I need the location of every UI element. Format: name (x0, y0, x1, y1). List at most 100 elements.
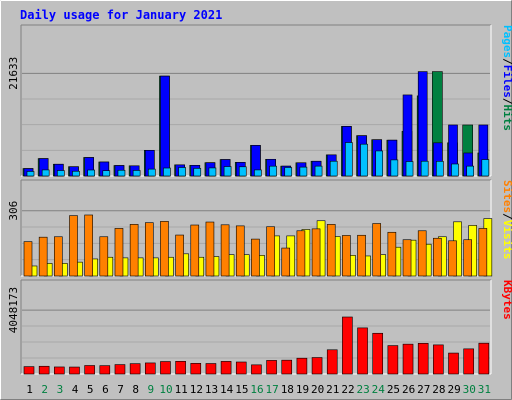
x-tick-label: 20 (311, 383, 324, 396)
x-tick-label: 24 (372, 383, 386, 396)
bar-sites-day-30 (463, 239, 472, 277)
bar-sites-day-18 (281, 247, 291, 277)
x-tick-label: 27 (417, 383, 430, 396)
bar-sites-day-19 (296, 230, 306, 277)
bar-pages-day-31 (481, 159, 490, 177)
bar-sites-day-1 (23, 241, 33, 277)
bar-kbytes-day-17 (266, 360, 277, 375)
bar-kbytes-day-12 (190, 363, 202, 375)
bar-sites-day-13 (205, 221, 215, 277)
bar-sites-day-27 (417, 230, 427, 277)
bar-pages-day-17 (269, 165, 277, 177)
legend-label: Pages (501, 25, 512, 58)
bar-pages-day-5 (87, 169, 95, 177)
x-tick-label: 1 (26, 383, 33, 396)
bar-kbytes-day-24 (372, 332, 384, 375)
bar-kbytes-day-23 (357, 327, 368, 375)
legend-label: / (501, 213, 512, 220)
x-tick-label: 31 (478, 383, 491, 396)
bar-pages-day-8 (132, 170, 141, 177)
bar-pages-day-20 (314, 165, 323, 177)
x-tick-label: 14 (220, 383, 234, 396)
panel-legend-labels: Pages/Files/Hits (501, 25, 512, 131)
x-tick-label: 26 (402, 383, 415, 396)
bar-kbytes-day-31 (478, 342, 490, 375)
x-tick-label: 2 (41, 383, 48, 396)
x-tick-label: 7 (117, 383, 124, 396)
bar-pages-day-13 (208, 167, 217, 177)
bar-sites-day-31 (478, 228, 488, 277)
legend-label: Sites (501, 180, 512, 213)
legend-label: / (501, 98, 512, 105)
bar-pages-day-11 (178, 167, 186, 177)
bar-sites-day-16 (251, 238, 260, 277)
bar-sites-day-25 (387, 231, 397, 277)
bar-sites-day-21 (326, 224, 336, 277)
x-tick-label: 5 (87, 383, 94, 396)
bar-sites-day-5 (84, 214, 93, 277)
bar-kbytes-day-11 (175, 361, 186, 375)
bar-kbytes-day-6 (99, 365, 111, 375)
x-tick-label: 17 (266, 383, 279, 396)
legend-label: Hits (501, 105, 512, 132)
x-tick-label: 23 (357, 383, 370, 396)
bar-sites-day-3 (54, 236, 63, 277)
x-tick-label: 10 (159, 383, 172, 396)
bar-kbytes-day-16 (251, 364, 262, 375)
bar-pages-day-16 (254, 169, 262, 177)
bar-sites-day-29 (448, 240, 457, 277)
bar-files-day-27 (417, 71, 428, 177)
bar-pages-day-1 (26, 171, 35, 177)
x-tick-label: 29 (447, 383, 460, 396)
bar-kbytes-day-28 (433, 344, 444, 375)
bar-kbytes-day-15 (235, 361, 247, 375)
bar-kbytes-day-18 (281, 359, 293, 375)
bar-sites-day-12 (190, 224, 200, 277)
x-tick-label: 18 (281, 383, 294, 396)
bar-pages-day-15 (238, 166, 247, 177)
bar-kbytes-day-9 (144, 362, 156, 375)
bar-files-day-10 (160, 75, 170, 177)
bar-kbytes-day-1 (23, 366, 35, 375)
legend-label: Files (501, 65, 512, 98)
legend-label: KBytes (501, 280, 512, 320)
bar-sites-day-22 (342, 235, 351, 277)
bar-sites-day-7 (114, 228, 124, 277)
panel-visits_sites: 306 Sites/Visits (7, 179, 512, 277)
bar-sites-day-28 (433, 237, 442, 277)
bar-pages-day-12 (193, 168, 202, 177)
bar-pages-day-10 (163, 167, 171, 177)
bar-pages-day-14 (223, 166, 232, 177)
bar-kbytes-day-10 (160, 361, 171, 375)
bar-kbytes-day-5 (84, 365, 95, 375)
panel-max-label: 306 (7, 201, 20, 221)
bar-pages-day-6 (102, 170, 111, 177)
bar-sites-day-9 (144, 222, 154, 277)
x-tick-label: 21 (326, 383, 339, 396)
bar-pages-day-18 (284, 167, 293, 177)
bar-kbytes-day-19 (296, 357, 308, 375)
bar-pages-day-21 (329, 160, 338, 177)
bar-sites-day-8 (129, 224, 139, 277)
bar-pages-day-22 (345, 142, 353, 177)
bar-kbytes-day-7 (114, 364, 126, 375)
bar-pages-day-28 (436, 161, 444, 177)
bar-kbytes-day-21 (326, 349, 338, 375)
bar-pages-day-7 (117, 169, 126, 177)
bar-pages-day-25 (390, 159, 399, 177)
bar-sites-day-26 (402, 239, 412, 277)
bar-kbytes-day-14 (220, 361, 232, 375)
x-tick-label: 28 (432, 383, 445, 396)
panel-kbytes: 4048173 KBytes (7, 279, 512, 375)
bar-kbytes-day-26 (402, 343, 414, 375)
bar-pages-day-23 (360, 143, 368, 177)
legend-label: Visits (501, 220, 512, 260)
x-tick-label: 25 (387, 383, 400, 396)
bar-pages-day-30 (466, 165, 474, 177)
bar-sites-day-6 (99, 236, 109, 277)
bar-kbytes-day-22 (342, 316, 353, 375)
bar-kbytes-day-25 (387, 345, 399, 375)
